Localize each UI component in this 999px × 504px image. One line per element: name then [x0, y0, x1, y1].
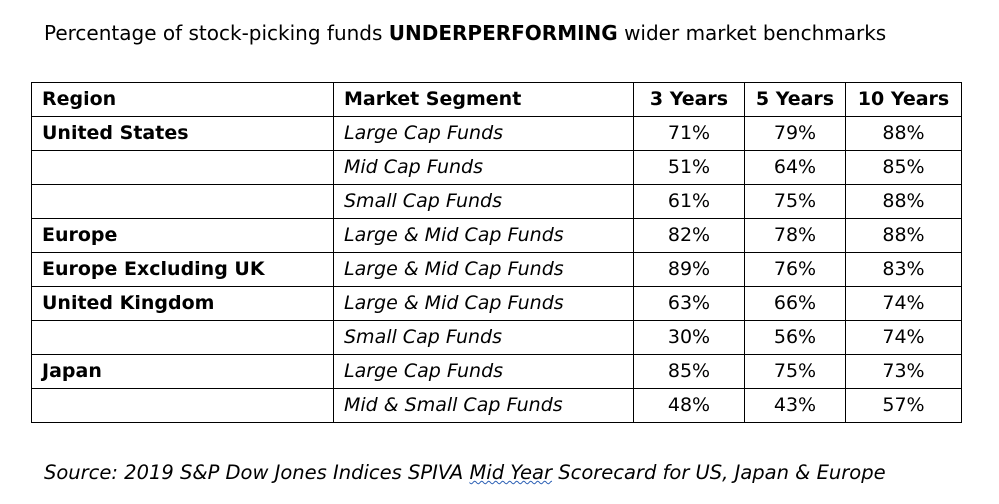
region-cell [31, 320, 334, 355]
value-10-years-cell: 74% [845, 320, 962, 355]
value-5-years-cell: 66% [744, 286, 846, 321]
value-10-years-cell: 88% [845, 184, 962, 219]
table-row: Mid Cap Funds 51% 64% 85% [31, 150, 962, 185]
segment-cell: Mid Cap Funds [333, 150, 634, 185]
value-3-years-cell: 63% [633, 286, 745, 321]
table-header-row: Region Market Segment 3 Years 5 Years 10… [31, 82, 962, 117]
value-10-years-cell: 83% [845, 252, 962, 287]
region-cell: Japan [31, 354, 334, 389]
underperformance-table: Region Market Segment 3 Years 5 Years 10… [31, 82, 962, 423]
value-10-years-cell: 73% [845, 354, 962, 389]
title-suffix: wider market benchmarks [617, 21, 887, 45]
source-note: Source: 2019 S&P Dow Jones Indices SPIVA… [44, 459, 886, 487]
segment-cell: Large & Mid Cap Funds [333, 252, 634, 287]
title-emphasis: UNDERPERFORMING [388, 21, 618, 45]
table-row: Europe Large & Mid Cap Funds 82% 78% 88% [31, 218, 962, 253]
region-cell: Europe Excluding UK [31, 252, 334, 287]
table-row: Europe Excluding UK Large & Mid Cap Funds… [31, 252, 962, 287]
header-3-years: 3 Years [633, 82, 745, 117]
page-title: Percentage of stock-picking funds UNDERP… [44, 19, 886, 47]
table-row: Small Cap Funds 61% 75% 88% [31, 184, 962, 219]
value-10-years-cell: 57% [845, 388, 962, 423]
source-suffix: Scorecard for US, Japan & Europe [552, 461, 886, 484]
value-10-years-cell: 88% [845, 218, 962, 253]
source-prefix: Source: 2019 S&P Dow Jones Indices SPIVA [44, 461, 470, 484]
value-3-years-cell: 48% [633, 388, 745, 423]
segment-cell: Mid & Small Cap Funds [333, 388, 634, 423]
source-underlined: Mid Year [469, 461, 553, 484]
value-10-years-cell: 85% [845, 150, 962, 185]
region-cell [31, 150, 334, 185]
segment-cell: Large Cap Funds [333, 116, 634, 151]
table-row: Small Cap Funds 30% 56% 74% [31, 320, 962, 355]
value-5-years-cell: 56% [744, 320, 846, 355]
table-row: Japan Large Cap Funds 85% 75% 73% [31, 354, 962, 389]
title-prefix: Percentage of stock-picking funds [44, 21, 389, 45]
table-row: Mid & Small Cap Funds 48% 43% 57% [31, 388, 962, 423]
region-cell: United Kingdom [31, 286, 334, 321]
segment-cell: Large & Mid Cap Funds [333, 218, 634, 253]
value-5-years-cell: 75% [744, 354, 846, 389]
header-10-years: 10 Years [845, 82, 962, 117]
value-5-years-cell: 64% [744, 150, 846, 185]
table-row: United States Large Cap Funds 71% 79% 88% [31, 116, 962, 151]
value-3-years-cell: 89% [633, 252, 745, 287]
value-3-years-cell: 71% [633, 116, 745, 151]
value-3-years-cell: 51% [633, 150, 745, 185]
header-region: Region [31, 82, 334, 117]
value-5-years-cell: 43% [744, 388, 846, 423]
value-3-years-cell: 61% [633, 184, 745, 219]
region-cell: Europe [31, 218, 334, 253]
segment-cell: Large Cap Funds [333, 354, 634, 389]
value-10-years-cell: 88% [845, 116, 962, 151]
value-3-years-cell: 30% [633, 320, 745, 355]
header-market-segment: Market Segment [333, 82, 634, 117]
value-3-years-cell: 82% [633, 218, 745, 253]
region-cell [31, 388, 334, 423]
header-5-years: 5 Years [744, 82, 846, 117]
segment-cell: Large & Mid Cap Funds [333, 286, 634, 321]
value-5-years-cell: 79% [744, 116, 846, 151]
table-row: United Kingdom Large & Mid Cap Funds 63% 66… [31, 286, 962, 321]
segment-cell: Small Cap Funds [333, 320, 634, 355]
value-5-years-cell: 78% [744, 218, 846, 253]
value-5-years-cell: 75% [744, 184, 846, 219]
table-body: United States Large Cap Funds 71% 79% 88% Mid… [31, 116, 962, 423]
value-5-years-cell: 76% [744, 252, 846, 287]
value-3-years-cell: 85% [633, 354, 745, 389]
region-cell [31, 184, 334, 219]
region-cell: United States [31, 116, 334, 151]
segment-cell: Small Cap Funds [333, 184, 634, 219]
value-10-years-cell: 74% [845, 286, 962, 321]
